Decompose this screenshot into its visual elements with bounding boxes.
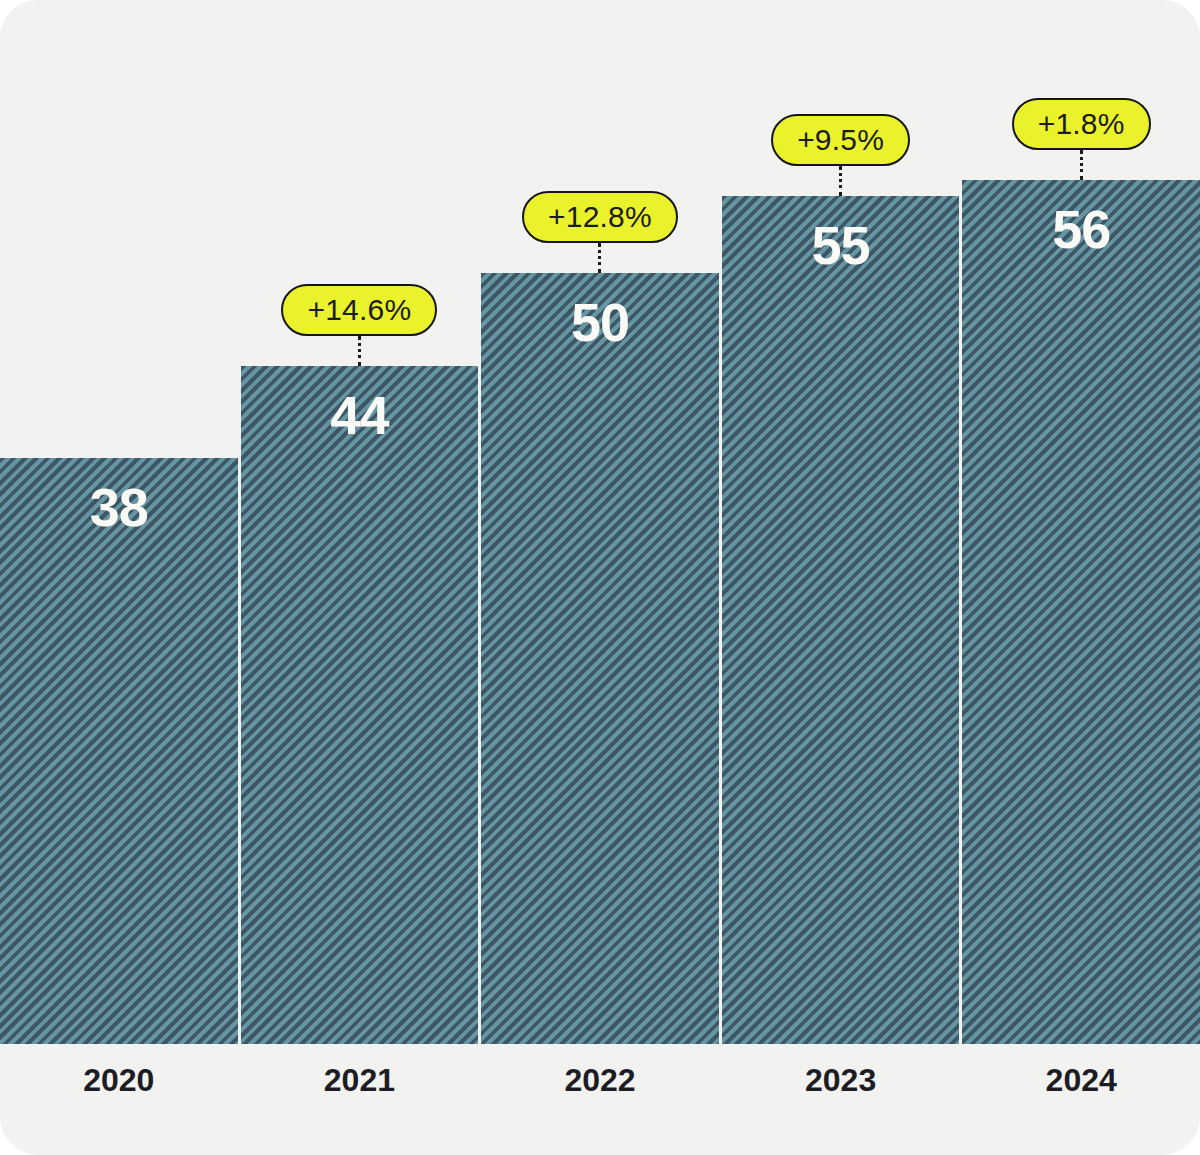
growth-annotation-2024: +1.8% [962,98,1200,180]
bar-column-2022: +12.8% 50 [481,0,719,1044]
bar-column-2021: +14.6% 44 [241,0,479,1044]
bar-2020: 38 [0,458,238,1044]
bar-2023: 55 [722,196,960,1044]
dotted-connector [1080,150,1083,180]
bar-2022: 50 [481,273,719,1044]
growth-badge: +1.8% [1012,98,1151,150]
bar-value-label: 50 [571,293,629,352]
bar-value-label: 38 [90,478,148,537]
bar-value-label: 44 [330,386,388,445]
dotted-connector [358,336,361,366]
x-axis-label-2023: 2023 [722,1044,960,1155]
x-axis-label-2020: 2020 [0,1044,238,1155]
x-axis-label-2024: 2024 [962,1044,1200,1155]
bar-column-2020: 38 [0,0,238,1044]
growth-annotation-2022: +12.8% [481,191,719,273]
plot-area: 38 +14.6% 44 +12.8% 50 [0,0,1200,1044]
x-axis-label-2021: 2021 [241,1044,479,1155]
dotted-connector [839,166,842,196]
growth-annotation-2023: +9.5% [722,114,960,196]
growth-badge: +12.8% [522,191,678,243]
bar-value-label: 56 [1052,200,1110,259]
dotted-connector [598,243,601,273]
bar-2024: 56 [962,180,1200,1044]
bar-chart: 38 +14.6% 44 +12.8% 50 [0,0,1200,1155]
growth-badge: +9.5% [771,114,910,166]
chart-card: 38 +14.6% 44 +12.8% 50 [0,0,1200,1155]
bar-column-2024: +1.8% 56 [962,0,1200,1044]
x-axis: 2020 2021 2022 2023 2024 [0,1044,1200,1155]
bar-value-label: 55 [812,216,870,275]
bar-2021: 44 [241,366,479,1044]
growth-annotation-2021: +14.6% [241,284,479,366]
x-axis-label-2022: 2022 [481,1044,719,1155]
growth-badge: +14.6% [281,284,437,336]
bar-column-2023: +9.5% 55 [722,0,960,1044]
